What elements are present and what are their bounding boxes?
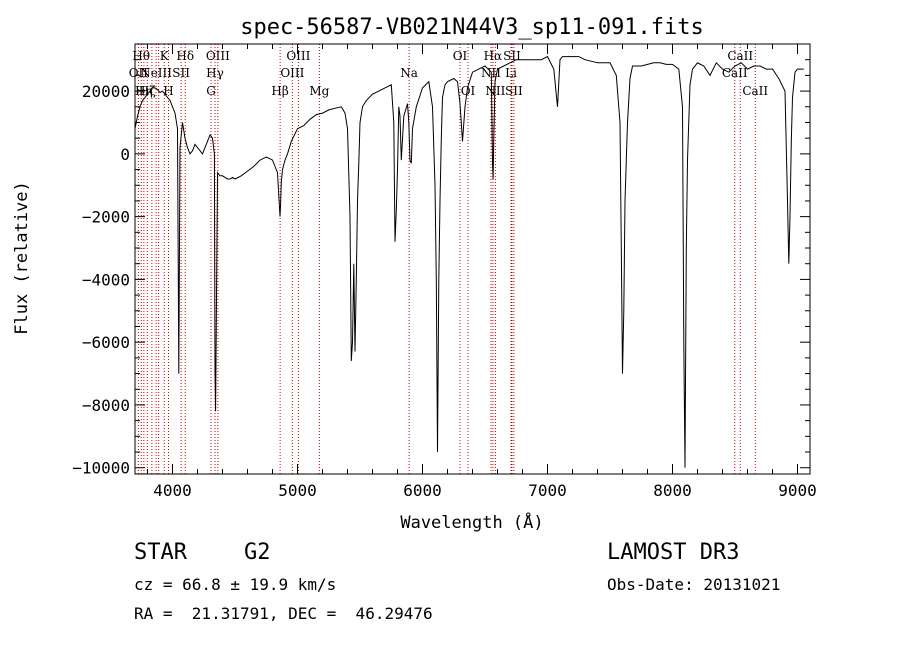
line-marker-label: NII [485, 84, 505, 98]
x-tick-label: 5000 [278, 481, 317, 500]
redshift-velocity: cz = 66.8 ± 19.9 km/s [134, 575, 337, 594]
object-class: STAR [134, 540, 187, 565]
line-marker-label: OIII [286, 49, 310, 63]
line-marker-label: K [160, 49, 170, 63]
observation-date: Obs-Date: 20131021 [607, 575, 781, 594]
y-tick-label: −10000 [72, 459, 130, 478]
line-marker-label: Hβ [271, 84, 288, 98]
line-marker-labels: HθOIIHηHζNeIIIKHSIIHδGHγOIIIHβOIIIOIIIMg… [129, 49, 769, 98]
y-tick-label: 20000 [82, 82, 130, 101]
y-tick-label: −2000 [82, 208, 130, 227]
line-marker-label: OIII [206, 49, 230, 63]
line-marker-label: Hζ [139, 84, 156, 98]
line-marker-label: CaII [722, 66, 748, 80]
x-tick-label: 6000 [403, 481, 442, 500]
line-marker-label: Hα [484, 49, 503, 63]
plot-frame [134, 43, 811, 475]
line-marker-label: CaII [727, 49, 753, 63]
line-marker-label: SII [503, 49, 521, 63]
line-marker-label: OI [453, 49, 468, 63]
ra-dec-coordinates: RA = 21.31791, DEC = 46.29476 [134, 604, 433, 623]
chart-title: spec-56587-VB021N44V3_sp11-091.fits [240, 15, 704, 40]
x-axis-label: Wavelength (Å) [400, 511, 543, 533]
y-axis-label: Flux (relative) [12, 181, 32, 335]
line-marker-label: OII [129, 66, 149, 80]
line-marker-label: CaII [742, 84, 768, 98]
y-tick-label: −6000 [82, 333, 130, 352]
y-tick-label: −4000 [82, 270, 130, 289]
x-tick-label: 8000 [653, 481, 692, 500]
line-marker-label: SII [172, 66, 190, 80]
axes-ticks: 4000 5000 6000 7000 8000 9000 20000 0 −2000 −4000… [72, 44, 817, 500]
survey-name: LAMOST DR3 [607, 540, 740, 565]
line-marker-label: Hδ [176, 49, 194, 63]
object-subclass: G2 [244, 540, 271, 565]
line-marker-label: Hγ [206, 66, 224, 80]
line-marker-label: Mg [309, 84, 329, 98]
line-marker-label: Na [400, 66, 418, 80]
line-marker-label: OI [461, 84, 476, 98]
x-tick-label: 4000 [153, 481, 192, 500]
x-tick-label: 9000 [778, 481, 817, 500]
line-marker-label: Li [505, 66, 517, 80]
line-marker-label: OIII [280, 66, 304, 80]
line-marker-label: NeIII [140, 66, 172, 80]
line-marker-label: SII [505, 84, 523, 98]
y-tick-label: −8000 [82, 396, 130, 415]
spectrum-line [134, 55, 804, 468]
line-marker-label: H [163, 84, 173, 98]
x-tick-label: 7000 [528, 481, 567, 500]
line-markers [137, 44, 756, 474]
y-tick-label: 0 [120, 145, 130, 164]
line-marker-label: G [206, 84, 216, 98]
